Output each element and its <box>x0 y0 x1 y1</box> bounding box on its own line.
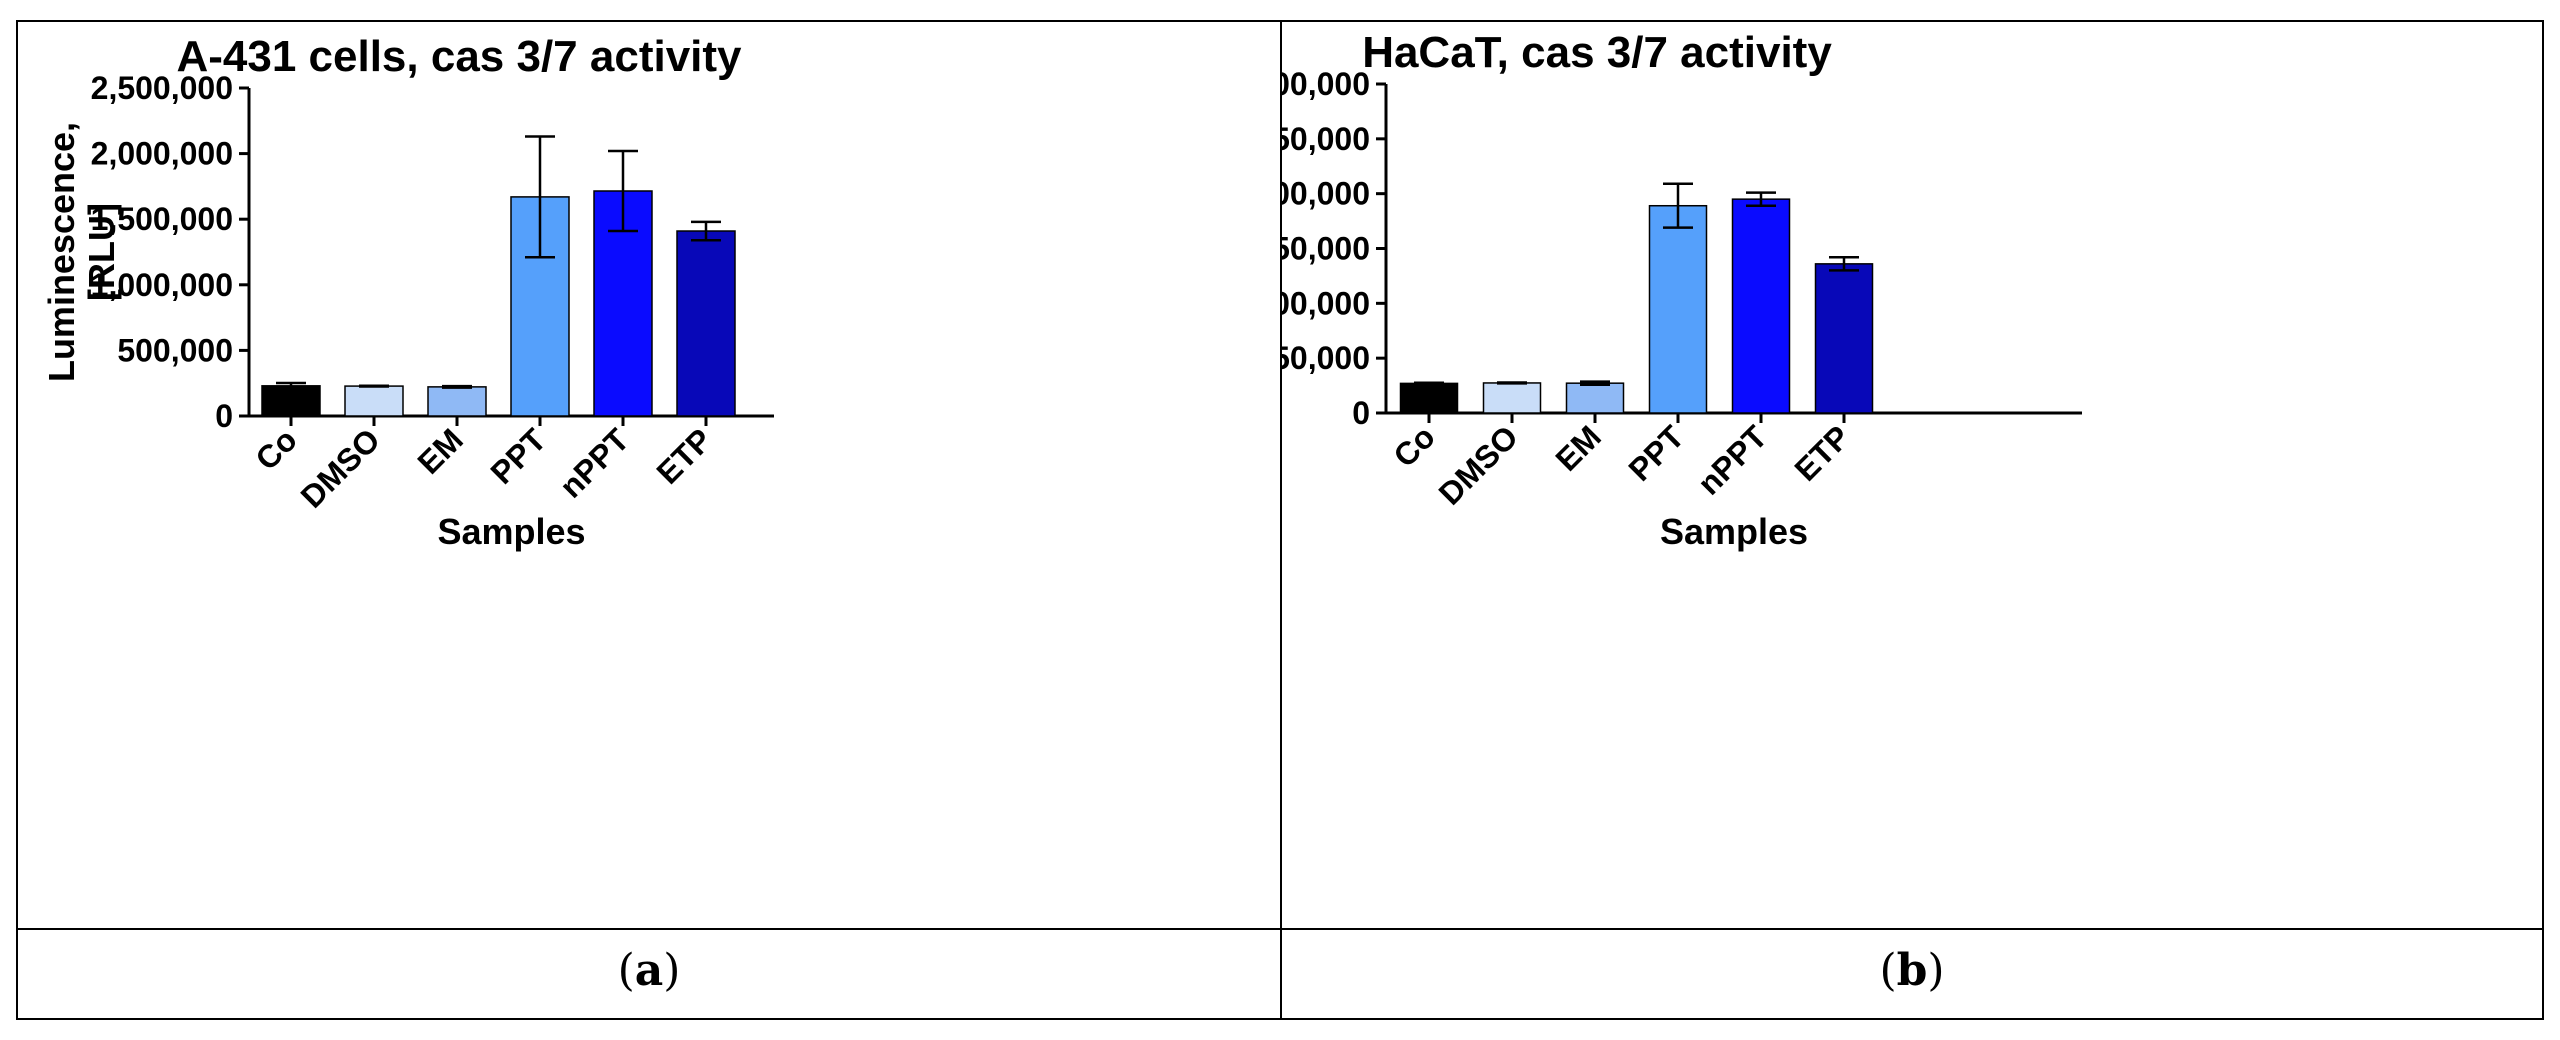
y-tick-label: 0 <box>1352 395 1370 431</box>
bar-em <box>427 386 487 417</box>
y-tick-label: 1,000,000 <box>1282 176 1370 212</box>
y-axis-label-line: [RLU] <box>81 203 122 301</box>
caption-divider <box>16 928 2544 930</box>
y-tick-label: 2,000,000 <box>91 136 233 172</box>
y-tick-label: 1,500,000 <box>1282 66 1370 102</box>
x-tick-label: ETP <box>1787 418 1856 487</box>
caption-a-letter: a <box>634 945 664 996</box>
bar-co <box>261 385 321 417</box>
chart-title: HaCaT, cas 3/7 activity <box>1362 28 1832 77</box>
x-tick-label: ETP <box>649 421 718 490</box>
panel-divider <box>1280 20 1282 1020</box>
x-tick-label: PPT <box>483 421 553 491</box>
y-axis-label: Luminescence, [RLU] <box>41 122 122 382</box>
bar-etp <box>676 230 736 417</box>
y-tick-label: 500,000 <box>117 332 233 368</box>
x-tick-label: nPPT <box>553 421 637 505</box>
bar-nppt <box>1731 198 1791 414</box>
x-tick-label: EM <box>411 421 470 480</box>
x-axis-label: Samples <box>437 511 585 552</box>
chart-b: HaCaT, cas 3/7 activity 0 250,000 500,000 75… <box>1282 28 2082 552</box>
y-tick-label: 1,250,000 <box>1282 121 1370 157</box>
x-tick-label: Co <box>248 421 304 477</box>
x-tick-label: Co <box>1386 418 1442 474</box>
y-tick-label: 500,000 <box>1282 285 1370 321</box>
x-tick-label: DMSO <box>1432 418 1525 511</box>
caption-b-letter: b <box>1896 945 1928 996</box>
y-axis-label-line: Luminescence, <box>41 122 82 382</box>
y-tick-label: 250,000 <box>1282 340 1370 376</box>
x-tick-label: EM <box>1549 418 1608 477</box>
bar-dmso <box>344 385 404 417</box>
chart-title: A-431 cells, cas 3/7 activity <box>176 32 742 81</box>
bar-etp <box>1814 263 1874 414</box>
bar-ppt <box>1648 204 1708 414</box>
y-tick-label: 0 <box>215 398 233 434</box>
x-tick-label: DMSO <box>294 421 387 514</box>
chart-a: A-431 cells, cas 3/7 activity 0 500,000 1,0… <box>41 32 774 552</box>
y-tick-label: 750,000 <box>1282 231 1370 267</box>
y-tick-label: 2,500,000 <box>91 70 233 106</box>
x-axis-label: Samples <box>1660 511 1808 552</box>
bar-em <box>1565 382 1625 414</box>
bar-co <box>1399 382 1459 414</box>
caption-a: (a) <box>617 945 681 996</box>
y-tick-label: 1,500,000 <box>91 201 233 237</box>
y-tick-label: 1,000,000 <box>91 267 233 303</box>
x-tick-label: PPT <box>1621 418 1691 488</box>
x-tick-label: nPPT <box>1691 418 1775 502</box>
bar-dmso <box>1482 382 1542 414</box>
caption-b: (b) <box>1879 945 1945 996</box>
